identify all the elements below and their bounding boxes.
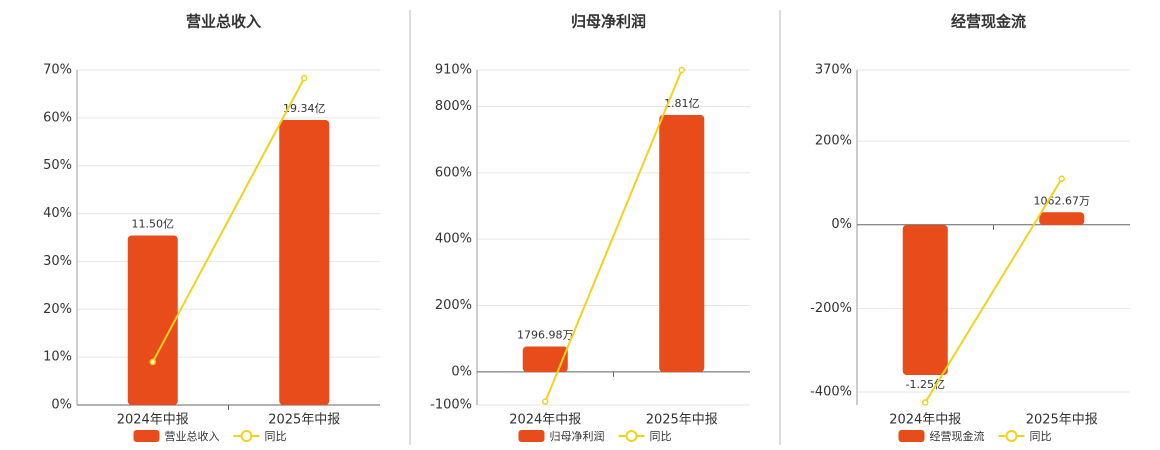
y-tick-label: 30%	[43, 254, 72, 269]
line	[924, 178, 1063, 404]
legend-label: 营业总收入	[165, 429, 220, 443]
y-tick-label: 600%	[435, 165, 472, 180]
legend-swatch	[1005, 430, 1018, 442]
data-label: 1.81亿	[664, 97, 700, 110]
legend-swatch	[518, 430, 545, 442]
x-tick-label: 2025年中报	[268, 413, 340, 428]
legend-swatch	[240, 430, 253, 442]
legend-swatch	[625, 430, 638, 442]
legend-swatch	[133, 430, 160, 442]
chart-title: 经营现金流	[951, 13, 1026, 31]
y-tick-label: 0%	[51, 398, 72, 413]
line	[151, 77, 306, 363]
y-tick-label: -100%	[430, 398, 472, 413]
legend-label: 同比	[650, 430, 672, 443]
x-tick-label: 2025年中报	[646, 413, 718, 428]
x-tick-label: 2025年中报	[1026, 413, 1098, 428]
chart-title: 营业总收入	[186, 13, 261, 31]
y-tick-label: 70%	[43, 63, 72, 78]
data-label: 1062.67万	[1034, 194, 1091, 207]
y-tick-label: -200%	[810, 301, 852, 316]
y-tick-label: 50%	[43, 158, 72, 173]
legend-label: 同比	[1030, 430, 1052, 443]
data-label: 1796.98万	[517, 328, 574, 341]
y-tick-label: 200%	[435, 298, 472, 313]
bar	[127, 235, 178, 405]
line-point	[149, 358, 156, 366]
bar	[902, 225, 948, 376]
y-tick-label: 400%	[435, 232, 472, 247]
legend-label: 归母净利润	[550, 429, 605, 443]
y-tick-label: -400%	[810, 385, 852, 400]
legend-label: 同比	[265, 430, 287, 443]
y-tick-label: 910%	[435, 63, 472, 78]
data-label: 19.34亿	[283, 102, 326, 115]
bar	[659, 115, 705, 372]
x-tick-label: 2024年中报	[509, 413, 581, 428]
x-tick-label: 2024年中报	[889, 413, 961, 428]
data-label: 11.50亿	[132, 218, 175, 231]
x-tick-label: 2024年中报	[117, 413, 189, 428]
line-point	[542, 398, 549, 405]
y-tick-label: 20%	[43, 302, 72, 317]
y-tick-label: 0%	[451, 364, 472, 379]
bar	[1039, 212, 1085, 226]
legend-label: 经营现金流	[930, 429, 985, 443]
y-tick-label: 370%	[815, 63, 852, 78]
bar	[279, 119, 330, 406]
chart-title: 归母净利润	[571, 13, 646, 31]
line	[544, 69, 683, 403]
line-point	[678, 66, 685, 74]
line-point	[1058, 175, 1065, 182]
y-tick-label: 10%	[43, 350, 72, 365]
legend-swatch	[898, 430, 925, 442]
line-point	[301, 74, 308, 82]
y-tick-label: 40%	[43, 206, 72, 221]
y-tick-label: 200%	[815, 134, 852, 149]
y-tick-label: 60%	[43, 110, 72, 125]
line-point	[922, 399, 929, 406]
y-tick-label: 0%	[831, 217, 852, 232]
y-tick-label: 800%	[435, 99, 472, 114]
bar	[522, 346, 568, 372]
